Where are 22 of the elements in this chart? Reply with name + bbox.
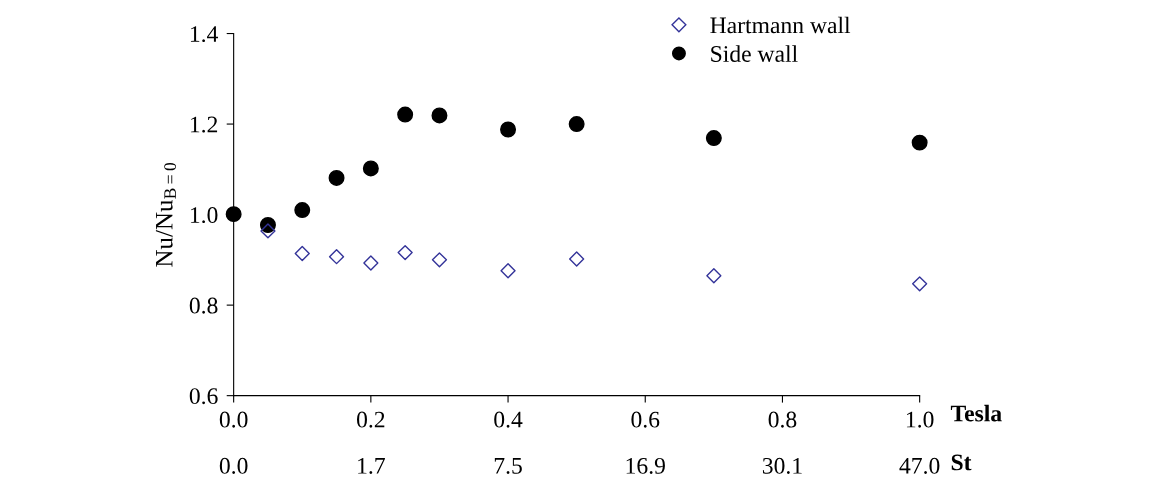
- text: St: [951, 454, 972, 471]
- x-tick-label: 1.0: [906, 411, 934, 428]
- y-axis-title: Nu/Nu$_{B=0}$: [155, 162, 177, 267]
- text: 30.1: [762, 457, 802, 474]
- y-tick-label: 0.8: [189, 297, 218, 314]
- y-tick-label: 1.2: [190, 116, 218, 133]
- text: 47.0: [899, 457, 940, 474]
- text: 16.9: [626, 457, 665, 474]
- x-axis-title: Tesla: [950, 404, 1002, 422]
- y-tick-label: 1.4: [190, 26, 219, 43]
- text: 7.5: [494, 458, 522, 474]
- y-tick-label: 0.6: [189, 388, 218, 405]
- y-tick-label: 1.0: [190, 207, 218, 224]
- x-tick-label: 0.0: [219, 411, 248, 428]
- x-tick-label: 0.2: [357, 411, 385, 428]
- x-tick-label: 0.6: [631, 411, 660, 428]
- text: 0.0: [219, 457, 248, 474]
- x-tick-label: 0.4: [494, 411, 523, 428]
- legend-label: Side wall: [711, 45, 798, 62]
- x-tick-label: 0.8: [768, 411, 797, 428]
- legend-label: Hartmann wall: [710, 16, 851, 34]
- text: 1.7: [358, 457, 385, 474]
